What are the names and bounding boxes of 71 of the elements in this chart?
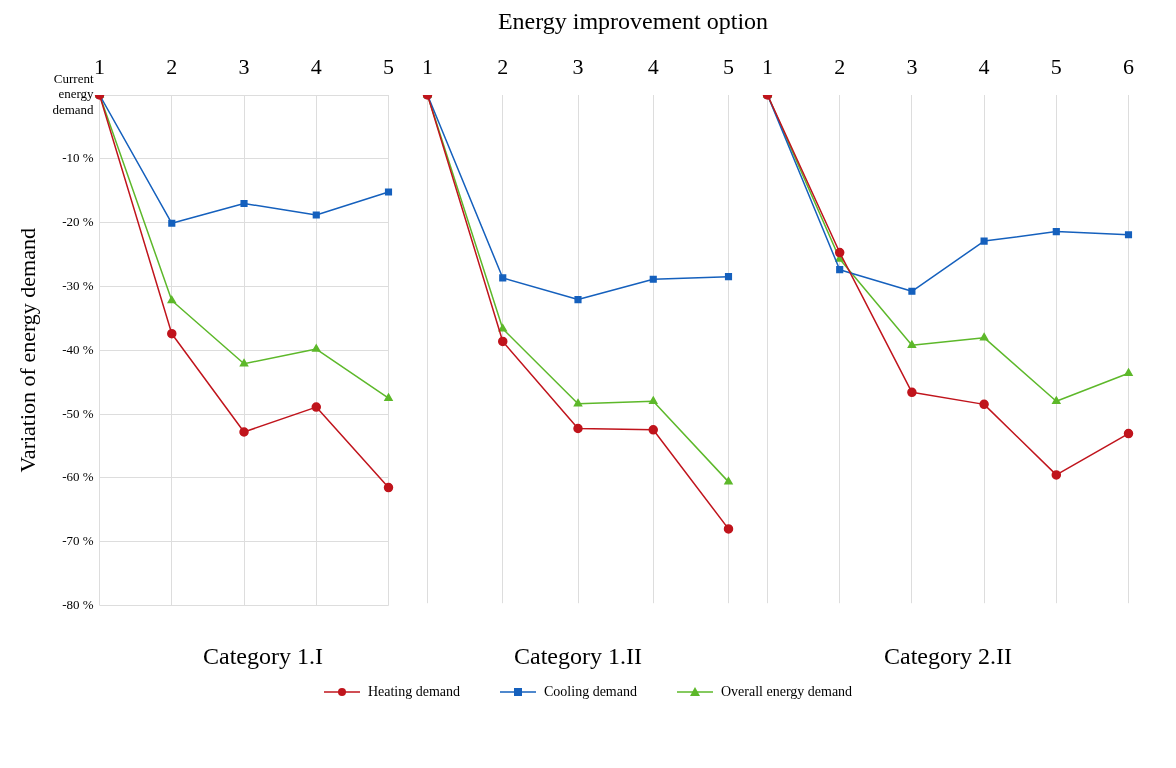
x-tick-label: 4 [978, 53, 990, 79]
x-tick-label: 4 [310, 53, 322, 79]
point [239, 358, 249, 367]
y-tick-label: -40 % [62, 341, 94, 357]
point [649, 396, 658, 404]
y-tick-label: -30 % [62, 277, 94, 293]
point [1052, 396, 1061, 404]
point [980, 237, 988, 245]
point [499, 274, 507, 282]
point [724, 477, 733, 485]
point [168, 219, 176, 227]
x-tick-label: 1 [94, 53, 106, 79]
y-axis-title: Variation of energy demand [14, 228, 40, 473]
chart-title: Energy improvement option [496, 8, 770, 35]
point [384, 188, 393, 196]
x-tick-label: 3 [906, 53, 918, 79]
point [312, 211, 320, 219]
point [498, 336, 508, 347]
y-tick-label: -60 % [62, 469, 94, 485]
y-tick-label: -50 % [62, 405, 94, 421]
point [1124, 231, 1133, 239]
y-tick-label: -20 % [62, 214, 94, 230]
point [312, 344, 321, 352]
point [648, 425, 658, 435]
x-tick-label: 4 [647, 53, 659, 79]
point [1052, 228, 1060, 236]
point [724, 273, 733, 281]
x-tick-label: 6 [1123, 53, 1134, 79]
point [498, 324, 507, 332]
x-tick-label: 2 [166, 53, 178, 79]
point [574, 295, 582, 304]
point [573, 423, 583, 434]
point [1124, 368, 1133, 376]
point [1051, 470, 1062, 480]
legend-label: Overall energy demand [720, 684, 853, 700]
point [167, 295, 176, 304]
legend-label: Cooling demand [544, 684, 637, 700]
x-tick-label: 2 [834, 53, 846, 79]
point [1123, 428, 1134, 439]
point [908, 287, 916, 295]
point [834, 247, 845, 258]
x-tick-label: 3 [572, 53, 584, 79]
x-tick-label: 2 [497, 53, 509, 79]
point [907, 340, 917, 349]
point [723, 524, 734, 534]
point [311, 402, 322, 412]
point [979, 399, 989, 410]
point [383, 482, 394, 493]
x-tick-label: 5 [723, 53, 734, 79]
x-tick-label: 3 [238, 53, 250, 79]
legend-label: Heating demand [367, 684, 461, 700]
y-tick-label: -80 % [62, 597, 94, 613]
point [573, 398, 583, 407]
point [907, 387, 917, 398]
point [979, 332, 989, 341]
point [240, 199, 248, 208]
x-tick-label: 5 [383, 53, 394, 79]
y-tick-label: -70 % [62, 533, 94, 549]
point [836, 266, 844, 274]
x-tick-label: 5 [1050, 53, 1062, 79]
x-tick-label: 1 [762, 53, 773, 79]
y-tick-label: Current energy demand [52, 70, 95, 118]
point [649, 275, 657, 283]
y-tick-label: -10 % [62, 150, 94, 166]
point [239, 427, 249, 437]
point [384, 393, 393, 401]
x-axis-title: Category 1.II [513, 643, 643, 670]
x-axis-title: Category 2.II [883, 643, 1013, 670]
x-axis-title: Category 1.I [202, 643, 324, 670]
point [167, 328, 177, 339]
x-tick-label: 1 [422, 53, 433, 79]
